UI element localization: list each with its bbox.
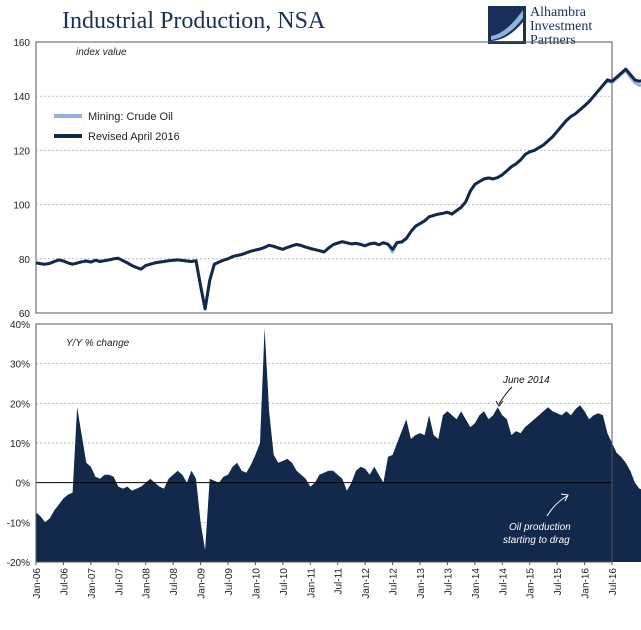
- x-tick-label: Jan-06: [32, 568, 43, 599]
- legend-label-crude-oil: Mining: Crude Oil: [88, 111, 173, 123]
- bottom-panel-note: Y/Y % change: [66, 338, 130, 349]
- x-tick-label: Jan-16: [581, 568, 592, 599]
- bottom-y-tick-label: -10%: [7, 518, 30, 529]
- top-panel: 60 80 100 120 140 160 index value Mining: Cru…: [13, 38, 641, 320]
- x-tick-label: Jul-09: [224, 568, 235, 596]
- x-tick-label: Jul-06: [59, 568, 70, 596]
- x-tick-label: Jan-10: [251, 568, 262, 599]
- top-panel-note: index value: [76, 47, 127, 58]
- bottom-y-tick-label: 40%: [10, 320, 30, 331]
- x-tick-label: Jan-11: [306, 568, 317, 598]
- annotation-oil-production-line-1: Oil production: [509, 522, 571, 533]
- annotation-arrow-june-2014: [498, 386, 513, 405]
- annotation-oil-production-line-2: starting to drag: [503, 535, 570, 546]
- top-grid: [36, 95, 612, 260]
- annotation-arrow-oil: [546, 495, 568, 517]
- bottom-y-tick-label: 0%: [16, 479, 31, 490]
- x-tick-label: Jul-12: [389, 568, 400, 596]
- top-y-tick-label: 160: [13, 38, 30, 49]
- top-y-tick-label: 120: [13, 146, 30, 157]
- logo-line-2: Investment: [530, 19, 593, 34]
- chart-title: Industrial Production, NSA: [62, 8, 326, 34]
- x-tick-label: Jul-15: [553, 568, 564, 596]
- x-tick-label: Jan-09: [197, 568, 208, 599]
- bottom-y-tick-label: 20%: [10, 399, 30, 410]
- annotation-arrowhead-june-2014: [495, 400, 504, 407]
- annotation-arrowhead-oil: [560, 493, 569, 502]
- logo-text: Alhambra Investment Partners: [530, 6, 592, 48]
- top-y-tick-label: 60: [19, 309, 31, 320]
- logo-line-1: Alhambra: [530, 5, 586, 20]
- top-y-tick-label: 140: [13, 92, 30, 103]
- x-tick-label: Jul-14: [498, 568, 509, 596]
- top-y-tick-label: 100: [13, 201, 30, 212]
- x-tick-label: Jul-10: [279, 568, 290, 596]
- x-tick-label: Jan-08: [142, 568, 153, 599]
- legend: Mining: Crude Oil Revised April 2016: [54, 111, 180, 143]
- x-tick-label: Jan-15: [526, 568, 537, 599]
- logo-line-3: Partners: [530, 33, 576, 48]
- x-tick-label: Jul-16: [608, 568, 619, 596]
- legend-label-revised: Revised April 2016: [88, 131, 180, 143]
- company-logo: Alhambra Investment Partners: [488, 4, 638, 48]
- x-tick-label: Jul-08: [169, 568, 180, 596]
- yoy-area: [36, 328, 641, 562]
- x-tick-label: Jul-07: [114, 568, 125, 596]
- series-line-crude-oil: [35, 69, 641, 311]
- x-tick-label: Jan-13: [416, 568, 427, 599]
- bottom-plot-frame: [35, 323, 613, 563]
- x-tick-label: Jul-13: [443, 568, 454, 596]
- bottom-y-ticks: -20% -10% 0% 10% 20% 30% 40%: [7, 320, 30, 569]
- x-tick-label: Jan-12: [361, 568, 372, 599]
- bottom-y-tick-label: -20%: [7, 558, 30, 569]
- bottom-y-tick-label: 10%: [10, 439, 30, 450]
- top-y-tick-label: 80: [19, 255, 31, 266]
- bottom-panel: -20% -10% 0% 10% 20% 30% 40% Y/Y % change June…: [7, 320, 641, 569]
- bottom-y-tick-label: 30%: [10, 360, 30, 371]
- series-line-revised: [35, 67, 641, 311]
- x-tick-label: Jul-11: [334, 568, 345, 595]
- annotation-june-2014: June 2014: [502, 375, 550, 386]
- top-plot-frame: [35, 41, 613, 314]
- logo-mark-icon: [488, 6, 526, 44]
- top-y-ticks: 60 80 100 120 140 160: [13, 38, 30, 320]
- x-tick-label: Jan-07: [87, 568, 98, 599]
- x-axis-ticks: Jan-06 Jul-06 Jan-07 Jul-07 Jan-08 Jul-08 Jan-…: [32, 562, 619, 599]
- x-tick-label: Jan-14: [471, 568, 482, 599]
